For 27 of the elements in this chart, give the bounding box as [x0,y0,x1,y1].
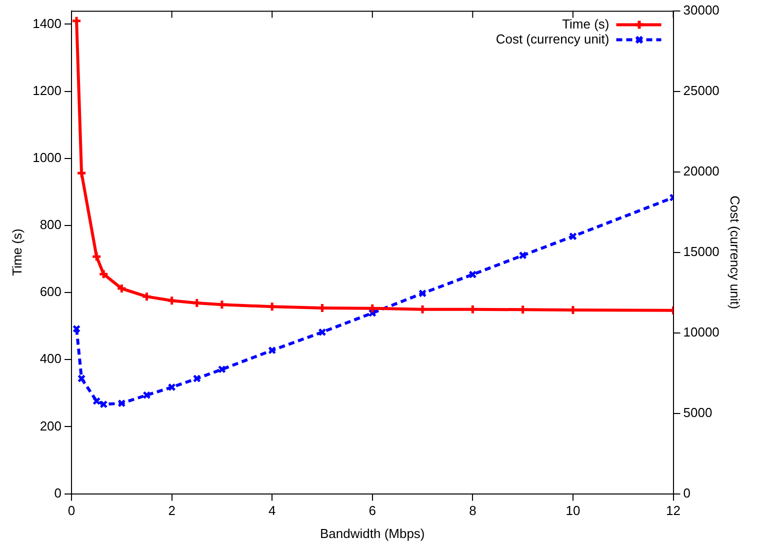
y-tick-label: 400 [40,351,62,366]
y-tick-label: 600 [40,284,62,300]
legend-label: Time (s) [562,16,610,32]
y-tick-label: 0 [54,485,62,500]
y2-tick-label: 25000 [683,82,720,98]
y-axis-title: Time (s) [9,228,24,276]
y-tick-label: 1200 [32,82,62,98]
x-tick-label: 6 [368,503,376,518]
y2-axis-title: Cost (currency unit) [728,196,743,310]
y2-tick-label: 5000 [683,404,712,420]
y2-tick-label: 10000 [683,324,720,340]
y2-tick-label: 15000 [683,244,720,259]
legend-label: Cost (currency unit) [496,31,610,46]
y-tick-label: 800 [40,217,62,232]
y2-tick-label: 0 [683,485,690,500]
y2-tick-label: 20000 [683,163,720,178]
x-tick-label: 4 [268,503,276,518]
y-tick-label: 200 [40,418,62,434]
x-axis-title: Bandwidth (Mbps) [320,526,425,541]
x-tick-label: 2 [168,503,176,518]
y2-tick-label: 30000 [683,2,720,18]
x-tick-label: 0 [68,503,76,518]
x-tick-label: 10 [566,503,580,518]
x-tick-label: 8 [469,503,476,518]
y-tick-label: 1400 [32,16,62,31]
y-tick-label: 1000 [32,150,62,165]
x-tick-label: 12 [666,503,680,518]
